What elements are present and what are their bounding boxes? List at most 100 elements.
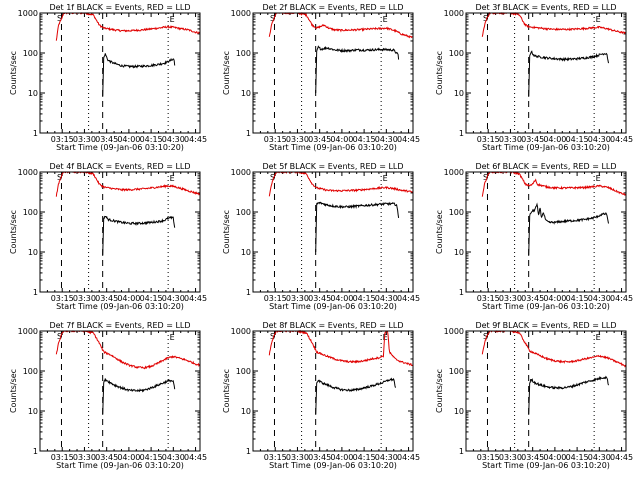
panel-det-3: Det 3f BLACK = Events, RED = LLD 1 10 100 10…	[435, 3, 633, 152]
y-axis-label: Counts/sec	[435, 210, 444, 254]
end-marker-label: E	[170, 174, 175, 183]
x-tick-label: 03:45	[521, 135, 544, 144]
plot-frame	[252, 12, 414, 134]
y-axis-label: Counts/sec	[9, 51, 18, 95]
y-tick-label: 1	[246, 129, 251, 138]
y-tick-label: 100	[236, 367, 251, 376]
y-tick-label: 1	[459, 288, 464, 297]
panel-title: Det 6f BLACK = Events, RED = LLD	[475, 162, 616, 171]
y-tick-label: 100	[449, 367, 464, 376]
start-marker-label: S	[270, 173, 275, 182]
y-axis-label: Counts/sec	[435, 369, 444, 413]
events-trace	[528, 50, 609, 97]
y-tick-label: 1000	[18, 327, 38, 336]
y-tick-label: 1	[33, 288, 38, 297]
panel-title: Det 7f BLACK = Events, RED = LLD	[49, 321, 190, 330]
x-tick-label: 04:30	[588, 294, 611, 303]
y-tick-label: 10	[454, 89, 464, 98]
x-tick-label: 04:45	[184, 453, 207, 462]
start-marker-label: S	[483, 332, 488, 341]
x-tick-label: 04:30	[162, 135, 185, 144]
y-tick-label: 100	[236, 49, 251, 58]
y-tick-label: 1000	[18, 168, 38, 177]
panel-det-1: Det 1f BLACK = Events, RED = LLD 1 10 100 10…	[9, 3, 207, 152]
x-tick-label: 04:15	[353, 135, 376, 144]
events-trace	[315, 45, 400, 94]
start-marker-label: S	[57, 14, 62, 23]
x-tick-label: 04:15	[566, 294, 589, 303]
x-tick-label: 03:15	[477, 294, 500, 303]
x-tick-label: 04:15	[140, 453, 163, 462]
x-tick-label: 03:30	[286, 453, 309, 462]
lld-trace	[55, 330, 201, 370]
x-tick-label: 04:45	[610, 294, 633, 303]
x-tick-label: 04:15	[566, 453, 589, 462]
x-tick-label: 04:15	[140, 294, 163, 303]
y-tick-label: 100	[23, 208, 38, 217]
x-tick-label: 03:45	[308, 135, 331, 144]
x-tick-label: 03:30	[73, 453, 96, 462]
x-axis-label: Start Time (09-Jan-06 03:10:20)	[269, 143, 397, 152]
panel-title: Det 2f BLACK = Events, RED = LLD	[262, 3, 403, 12]
x-tick-label: 04:30	[375, 453, 398, 462]
x-tick-label: 03:30	[286, 135, 309, 144]
x-tick-label: 03:30	[286, 294, 309, 303]
y-tick-label: 10	[241, 89, 251, 98]
x-axis-label: Start Time (09-Jan-06 03:10:20)	[269, 461, 397, 470]
events-trace	[528, 375, 609, 415]
x-axis-label: Start Time (09-Jan-06 03:10:20)	[482, 143, 610, 152]
plot-frame	[252, 330, 414, 452]
panel-det-2: Det 2f BLACK = Events, RED = LLD 1 10 100 10…	[222, 3, 420, 152]
plot-frame	[252, 171, 414, 293]
x-tick-label: 04:00	[543, 453, 566, 462]
x-axis-label: Start Time (09-Jan-06 03:10:20)	[269, 302, 397, 311]
y-tick-label: 1	[459, 447, 464, 456]
y-axis-label: Counts/sec	[222, 210, 231, 254]
y-tick-label: 100	[449, 208, 464, 217]
x-tick-label: 03:45	[521, 294, 544, 303]
y-tick-label: 1	[33, 129, 38, 138]
lld-trace	[268, 11, 413, 39]
panel-title: Det 5f BLACK = Events, RED = LLD	[262, 162, 403, 171]
y-tick-label: 1	[33, 447, 38, 456]
panel-det-5: Det 5f BLACK = Events, RED = LLD 1 10 100 10…	[222, 162, 420, 311]
y-tick-label: 1000	[18, 9, 38, 18]
lld-trace	[481, 11, 627, 37]
lld-trace	[481, 171, 627, 197]
x-tick-label: 03:45	[521, 453, 544, 462]
end-marker-label: E	[170, 15, 175, 24]
panel-det-9: Det 9f BLACK = Events, RED = LLD 1 10 100 10…	[435, 321, 633, 470]
end-marker-label: E	[383, 333, 388, 342]
panel-det-6: Det 6f BLACK = Events, RED = LLD 1 10 100 10…	[435, 162, 633, 311]
y-tick-label: 100	[23, 49, 38, 58]
panel-title: Det 3f BLACK = Events, RED = LLD	[475, 3, 616, 12]
y-tick-label: 100	[23, 367, 38, 376]
y-axis-label: Counts/sec	[222, 51, 231, 95]
x-tick-label: 03:15	[264, 453, 287, 462]
panel-title: Det 8f BLACK = Events, RED = LLD	[262, 321, 403, 330]
y-tick-label: 10	[241, 248, 251, 257]
x-tick-label: 04:45	[397, 294, 420, 303]
x-tick-label: 04:00	[543, 294, 566, 303]
y-axis-label: Counts/sec	[435, 51, 444, 95]
y-axis-label: Counts/sec	[9, 369, 18, 413]
events-trace	[315, 377, 396, 415]
x-tick-label: 03:45	[95, 294, 118, 303]
x-tick-label: 04:45	[397, 135, 420, 144]
plot-frame	[39, 171, 201, 293]
panel-title: Det 9f BLACK = Events, RED = LLD	[475, 321, 616, 330]
panel-title: Det 1f BLACK = Events, RED = LLD	[49, 3, 190, 12]
y-tick-label: 1000	[444, 9, 464, 18]
x-tick-label: 03:15	[51, 453, 74, 462]
x-tick-label: 04:00	[543, 135, 566, 144]
plot-frame	[39, 330, 201, 452]
end-marker-label: E	[596, 333, 601, 342]
x-tick-label: 03:30	[499, 453, 522, 462]
x-tick-label: 04:15	[140, 135, 163, 144]
events-trace	[102, 53, 176, 97]
y-tick-label: 100	[236, 208, 251, 217]
plot-frame	[465, 12, 627, 134]
lld-trace	[268, 171, 414, 197]
x-tick-label: 04:00	[330, 453, 353, 462]
x-tick-label: 04:30	[162, 294, 185, 303]
